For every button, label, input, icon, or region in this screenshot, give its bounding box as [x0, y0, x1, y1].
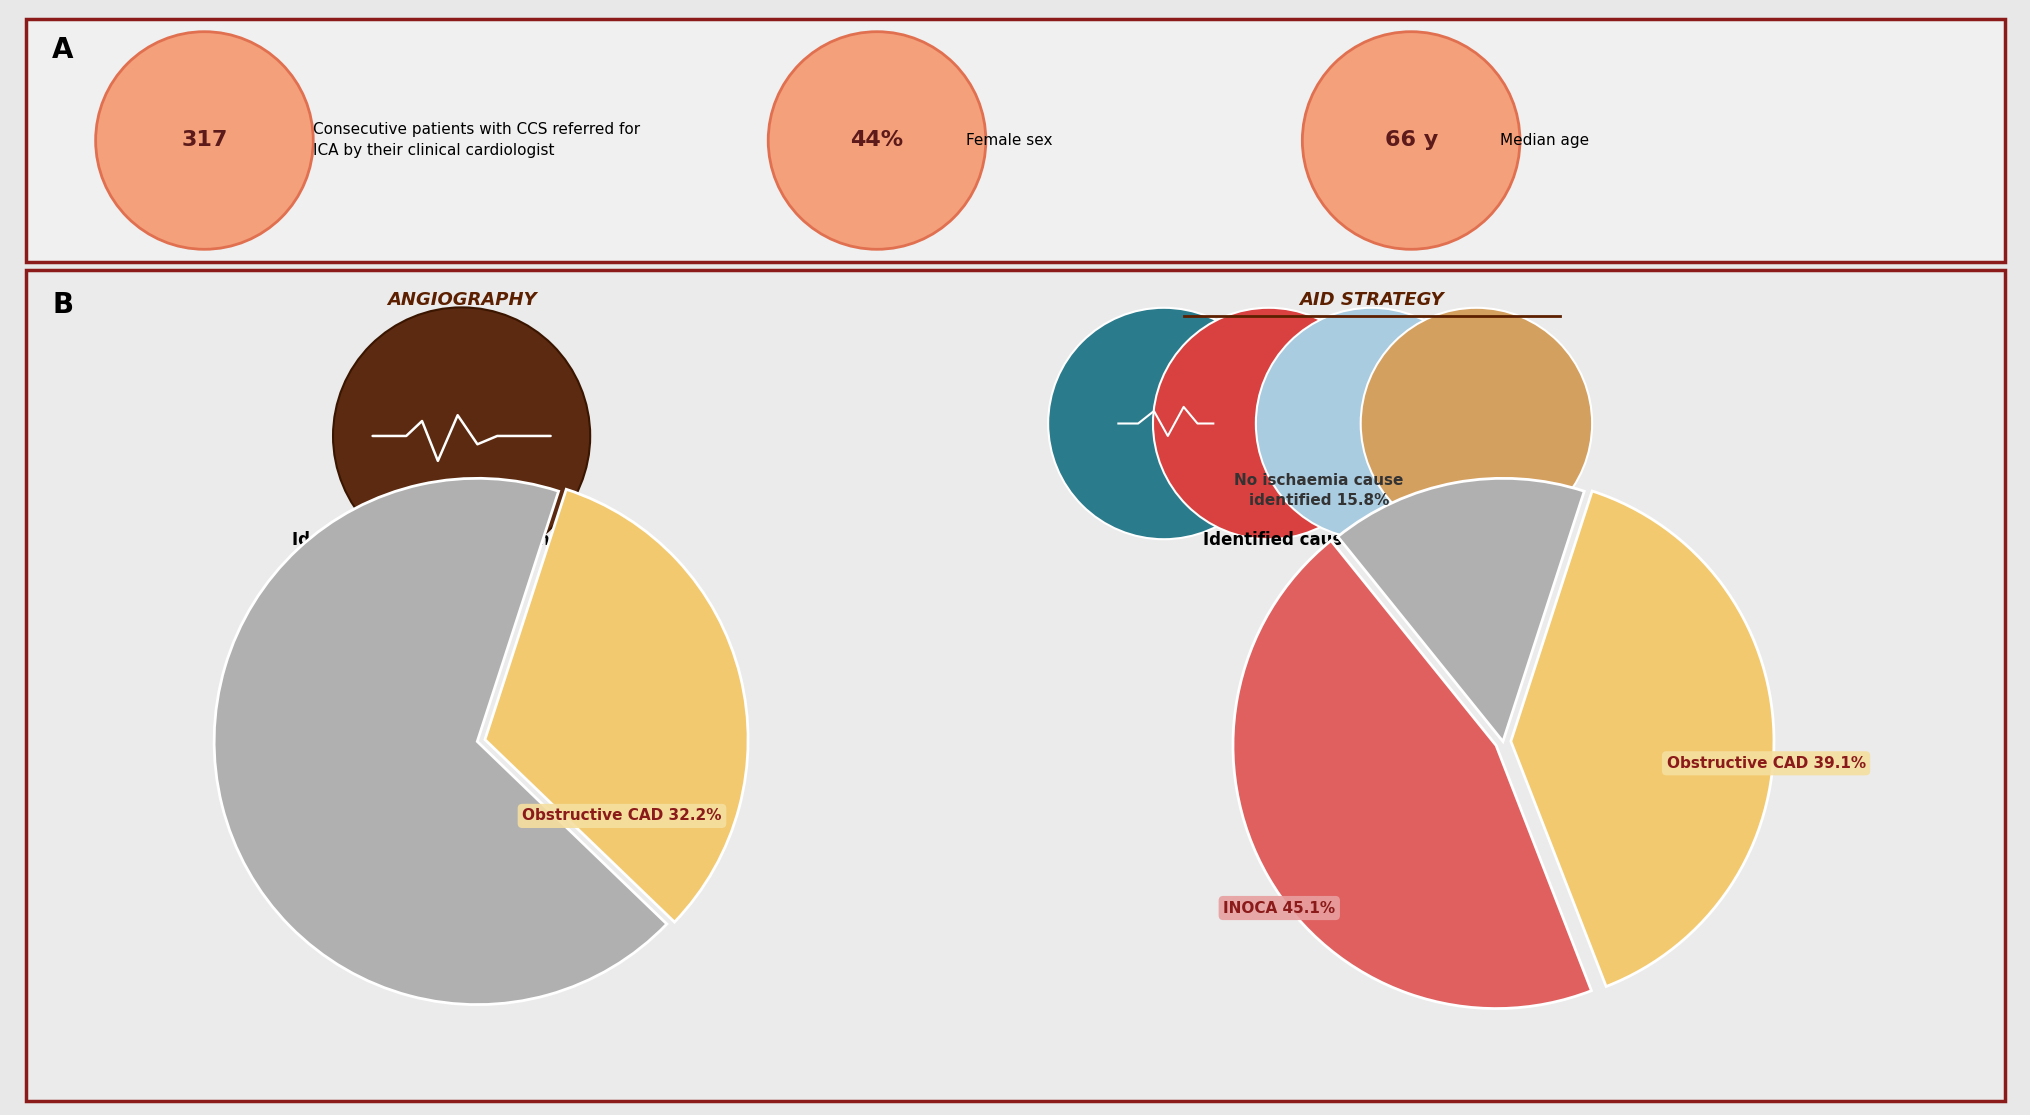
- Text: 66 y: 66 y: [1384, 130, 1437, 151]
- Text: Obstructive CAD 39.1%: Obstructive CAD 39.1%: [1667, 756, 1866, 770]
- Ellipse shape: [1301, 31, 1518, 250]
- Text: AID STRATEGY: AID STRATEGY: [1299, 291, 1443, 309]
- Text: 317: 317: [181, 130, 227, 151]
- Ellipse shape: [1047, 308, 1279, 540]
- Ellipse shape: [95, 31, 313, 250]
- Point: [1171, 309, 1196, 322]
- Text: B: B: [53, 291, 73, 319]
- Wedge shape: [1510, 491, 1772, 987]
- Text: Identified cause of ischaemia 32.2%: Identified cause of ischaemia 32.2%: [292, 532, 631, 550]
- Text: A: A: [53, 36, 73, 64]
- Text: 44%: 44%: [851, 130, 903, 151]
- FancyBboxPatch shape: [26, 270, 2004, 1101]
- Text: Identified cause of ischaemia 84.2%: Identified cause of ischaemia 84.2%: [1202, 532, 1541, 550]
- Point: [1547, 309, 1571, 322]
- Ellipse shape: [1360, 308, 1592, 540]
- Wedge shape: [485, 489, 747, 922]
- Text: No ischaemia cause
identified 15.8%: No ischaemia cause identified 15.8%: [1234, 473, 1403, 507]
- FancyBboxPatch shape: [26, 19, 2004, 262]
- Text: ANGIOGRAPHY: ANGIOGRAPHY: [386, 291, 536, 309]
- Text: Median age: Median age: [1500, 133, 1589, 148]
- Ellipse shape: [767, 31, 985, 250]
- Text: Female sex: Female sex: [966, 133, 1052, 148]
- Text: Consecutive patients with CCS referred for
ICA by their clinical cardiologist: Consecutive patients with CCS referred f…: [313, 123, 639, 158]
- Ellipse shape: [333, 308, 591, 564]
- Text: INOCA 45.1%: INOCA 45.1%: [1222, 901, 1334, 915]
- Text: Obstructive CAD 32.2%: Obstructive CAD 32.2%: [522, 808, 721, 823]
- Wedge shape: [1338, 478, 1583, 741]
- Wedge shape: [213, 478, 666, 1005]
- Ellipse shape: [1153, 308, 1384, 540]
- Wedge shape: [1232, 541, 1592, 1009]
- Ellipse shape: [1255, 308, 1486, 540]
